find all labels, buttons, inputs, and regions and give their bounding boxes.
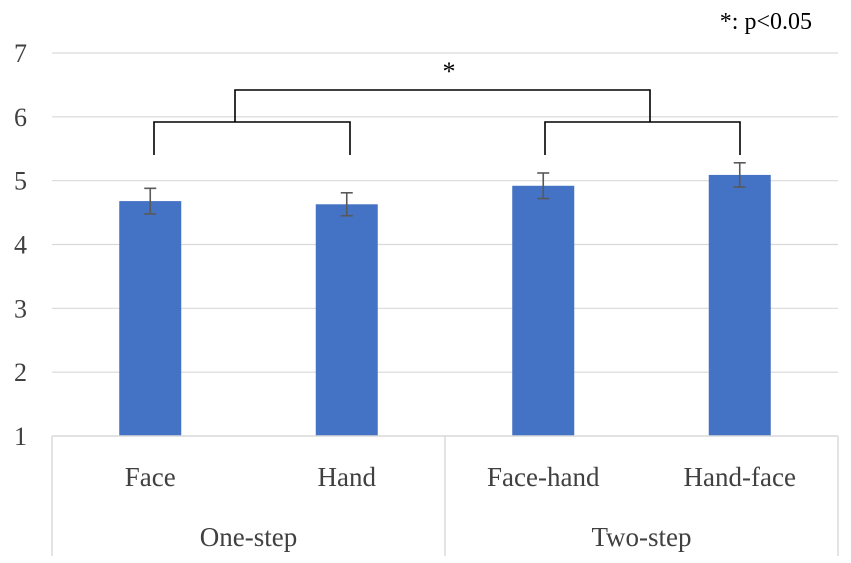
group-label: Two-step <box>591 522 691 552</box>
bracket-two-step <box>544 121 741 155</box>
significance-marker: * <box>443 57 456 86</box>
category-label: Face-hand <box>487 462 600 492</box>
group-label: One-step <box>200 522 297 552</box>
gridlines <box>52 52 838 373</box>
category-label: Face <box>125 462 176 492</box>
bar <box>512 185 575 436</box>
error-bars <box>144 161 746 217</box>
bracket-between-groups <box>234 89 651 122</box>
y-tick-label: 4 <box>14 231 27 260</box>
y-tick-label: 6 <box>14 103 27 132</box>
y-tick-label: 5 <box>14 167 27 196</box>
bar <box>708 174 771 436</box>
y-tick-label: 2 <box>14 358 27 387</box>
y-tick-label: 1 <box>14 422 27 451</box>
category-label: Hand <box>318 462 377 492</box>
y-tick-label: 7 <box>14 39 27 68</box>
bracket-one-step <box>153 121 351 155</box>
category-axis: Face Hand Face-hand Hand-face One-step Two-st… <box>51 435 839 556</box>
bar <box>119 201 182 436</box>
bar <box>315 204 378 436</box>
y-tick-label: 3 <box>14 294 27 323</box>
y-axis: 1 2 3 4 5 6 7 <box>14 39 27 451</box>
category-label: Hand-face <box>684 462 796 492</box>
significance-note: *: p<0.05 <box>720 9 812 35</box>
bars <box>119 174 771 436</box>
significance-brackets: * <box>153 57 741 155</box>
